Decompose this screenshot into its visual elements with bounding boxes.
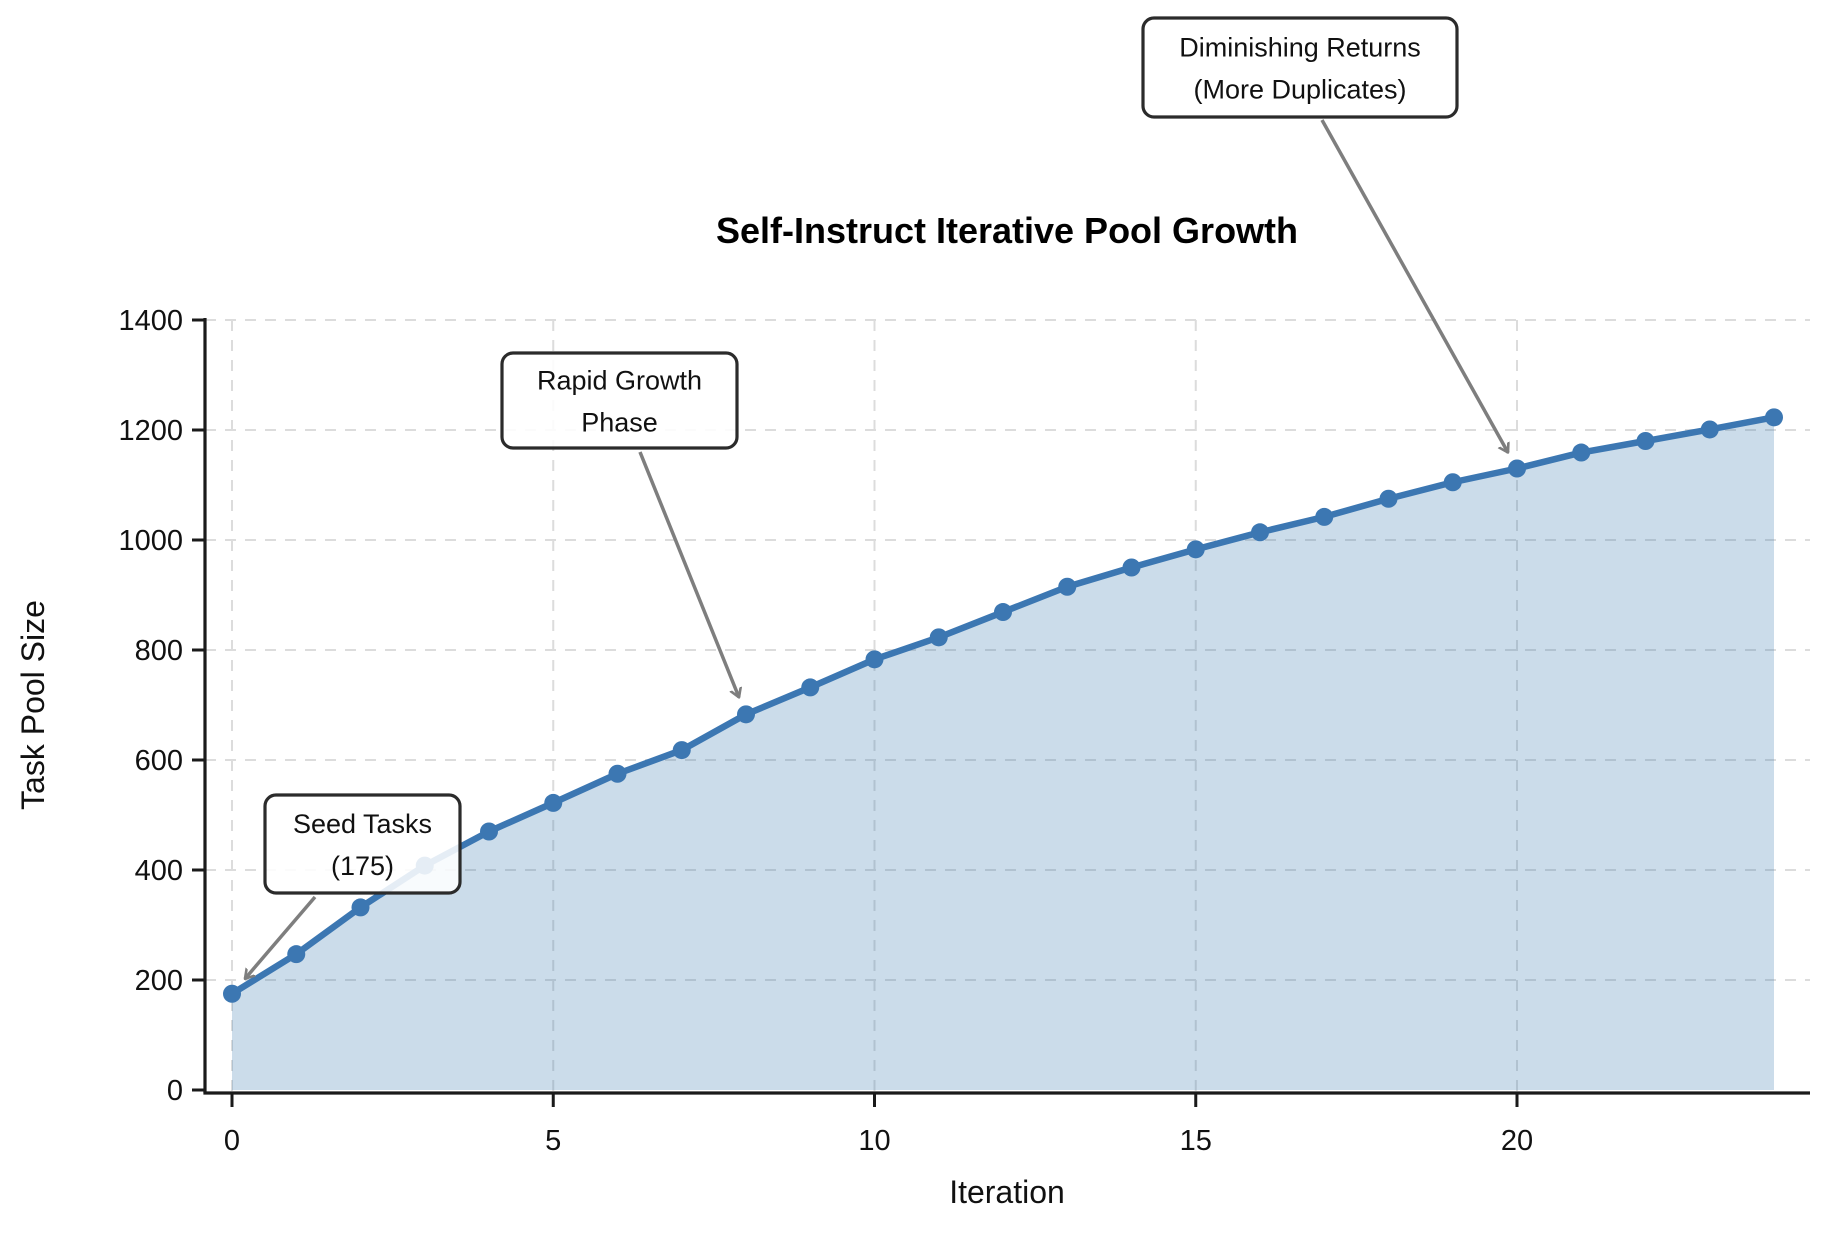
data-point-marker xyxy=(1636,432,1655,450)
tick-labels: 0 200 400 600 800 1000 1200 1400 0 5 10 15 20 xyxy=(118,305,1533,1157)
diminishing-returns-label: (More Duplicates) xyxy=(1193,75,1406,105)
data-point-marker xyxy=(1508,459,1526,478)
data-point-marker xyxy=(1315,507,1334,526)
data-point-marker xyxy=(544,793,563,812)
annotations: Seed Tasks (175) Rapid Growth Phase Diminish… xyxy=(243,16,1508,979)
area-series xyxy=(228,414,1778,1091)
x-tick-label: 20 xyxy=(1501,1125,1533,1157)
seed-tasks-label: (175) xyxy=(331,851,394,881)
x-tick-label: 0 xyxy=(224,1125,240,1157)
area-fill xyxy=(232,417,1774,1091)
data-point-marker xyxy=(865,650,884,669)
axes xyxy=(203,318,1810,1095)
x-axis-label: Iteration xyxy=(949,1174,1065,1210)
data-point-marker xyxy=(1186,540,1205,559)
y-tick-label: 600 xyxy=(135,745,183,777)
data-point-markers xyxy=(223,408,1783,1003)
data-point-marker xyxy=(1379,489,1398,508)
data-point-marker xyxy=(1700,420,1719,439)
data-point-marker xyxy=(1765,408,1783,427)
y-tick-label: 1000 xyxy=(118,525,183,557)
rapid-growth-phase-label: Phase xyxy=(581,408,658,438)
x-tick-label: 15 xyxy=(1180,1125,1212,1157)
y-tick-label: 1200 xyxy=(118,415,183,447)
tick-marks xyxy=(192,318,1519,1107)
diminishing-returns-arrow xyxy=(1320,119,1508,453)
chart-title: Self-Instruct Iterative Pool Growth xyxy=(716,210,1298,251)
diminishing-returns-label: Diminishing Returns xyxy=(1179,33,1421,63)
seed-tasks-arrow xyxy=(243,895,317,979)
rapid-growth-phase-arrow xyxy=(638,451,739,697)
y-tick-label: 1400 xyxy=(118,305,183,337)
rapid-growth-phase-label: Rapid Growth xyxy=(537,366,702,396)
data-point-marker xyxy=(672,741,691,760)
data-point-marker xyxy=(737,705,755,724)
data-point-marker xyxy=(929,628,948,647)
data-point-marker xyxy=(1122,558,1141,577)
data-point-marker xyxy=(1058,577,1077,596)
y-tick-label: 0 xyxy=(167,1075,183,1107)
diminishing-returns-box xyxy=(1141,16,1459,119)
data-point-marker xyxy=(994,603,1012,622)
data-point-marker xyxy=(1572,443,1591,462)
rapid-growth-phase-box xyxy=(500,351,739,450)
seed-tasks-label: Seed Tasks xyxy=(293,809,432,839)
seed-tasks-box xyxy=(263,793,462,895)
y-axis-label: Task Pool Size xyxy=(15,600,51,810)
data-point-marker xyxy=(287,945,306,964)
x-tick-label: 5 xyxy=(545,1125,561,1157)
data-point-marker xyxy=(608,764,627,783)
data-point-marker xyxy=(1443,473,1462,492)
data-point-marker xyxy=(480,822,498,841)
y-tick-label: 400 xyxy=(135,855,183,887)
x-tick-label: 10 xyxy=(858,1125,890,1157)
y-tick-label: 800 xyxy=(135,635,183,667)
data-point-marker xyxy=(351,898,370,917)
data-point-marker xyxy=(801,678,820,697)
data-point-marker xyxy=(223,984,241,1003)
y-tick-label: 200 xyxy=(135,965,183,997)
data-point-marker xyxy=(1251,523,1269,542)
gridlines xyxy=(205,319,1810,1093)
